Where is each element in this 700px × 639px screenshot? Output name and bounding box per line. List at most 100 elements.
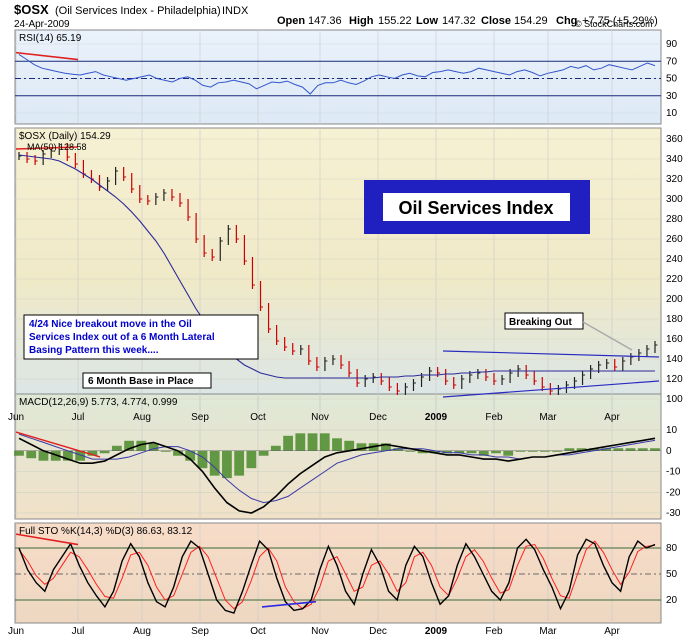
macd-histogram-bar	[637, 448, 648, 451]
macd-tick-label: -30	[666, 508, 681, 519]
base-lower-trendline	[442, 380, 660, 398]
price-tick-label: 240	[666, 254, 683, 265]
rsi-tick-label: 90	[666, 39, 678, 50]
open-label: Open	[277, 15, 305, 27]
month-label-bottom: Jun	[8, 626, 24, 637]
price-tick-label: 280	[666, 214, 683, 225]
symbol: $OSX	[14, 2, 49, 17]
macd-histogram-bar	[381, 443, 391, 451]
month-label-top: Dec	[369, 412, 387, 423]
macd-histogram-bar	[491, 450, 501, 454]
breakout-note: 4/24 Nice breakout move in the Oil Servi…	[23, 314, 259, 360]
macd-histogram-bar	[87, 450, 98, 456]
macd-histogram-bar	[515, 450, 526, 452]
month-label-bottom: 2009	[425, 626, 448, 637]
stoch-divergence-red	[15, 533, 79, 546]
macd-histogram-bar	[197, 450, 208, 469]
macd-histogram-bar	[14, 450, 24, 456]
macd-histogram-bar	[527, 450, 538, 452]
macd-histogram-bar	[417, 450, 428, 454]
note-line-2: Services Index out of a 6 Month Lateral	[29, 332, 215, 343]
chg-value: +7.75 (+5.29%)	[582, 15, 658, 27]
header-date: 24-Apr-2009	[14, 19, 70, 30]
stoch-series	[15, 533, 656, 614]
stoch-k-line	[18, 538, 656, 614]
macd-histogram-bar	[75, 450, 86, 461]
macd-histogram-bar	[185, 450, 196, 461]
note-line-3: Basing Pattern this week....	[29, 345, 159, 356]
price-tick-label: 340	[666, 154, 683, 165]
banner-text: Oil Services Index	[398, 198, 553, 218]
macd-histogram-bar	[136, 440, 147, 451]
rsi-series	[15, 51, 656, 95]
month-label-top: Nov	[311, 412, 329, 423]
low-label: Low	[416, 15, 438, 27]
month-label-bottom: Aug	[133, 626, 151, 637]
base-label: 6 Month Base in Place	[88, 376, 194, 387]
description: (Oil Services Index - Philadelphia)	[55, 5, 221, 17]
price-tick-label: 220	[666, 274, 683, 285]
stoch-panel	[14, 522, 662, 624]
macd-histogram-bar	[466, 450, 477, 454]
low-value: 147.32	[442, 15, 476, 27]
month-label-bottom: Nov	[311, 626, 329, 637]
macd-histogram-bar	[307, 433, 318, 451]
macd-histogram-bar	[442, 450, 452, 454]
price-tick-label: 300	[666, 194, 683, 205]
macd-histogram-bar	[209, 450, 220, 476]
macd-histogram-bar	[258, 450, 269, 456]
axis-labels: Jun Jun Jul Jul Aug Aug Sep Sep Oct Oct Nov Nov Dec D…	[8, 39, 683, 637]
macd-histogram-bar	[332, 438, 342, 451]
macd-histogram-bar	[246, 450, 257, 469]
macd-tick-label: 0	[666, 446, 672, 457]
price-title: $OSX (Daily) 154.29	[19, 131, 111, 142]
exchange: INDX	[222, 5, 249, 17]
month-label-bottom: Oct	[250, 626, 266, 637]
stoch-tick-label: 50	[666, 569, 678, 580]
macd-histogram-bar	[625, 448, 636, 451]
macd-histogram-bar	[270, 445, 281, 451]
watermark: © StockCharts.com	[575, 19, 653, 29]
macd-tick-label: 10	[666, 425, 678, 436]
stoch-d-line	[18, 540, 656, 610]
price-tick-label: 100	[666, 394, 683, 405]
macd-histogram-bar	[173, 450, 183, 456]
macd-histogram-bar	[111, 445, 122, 451]
base-upper-trendline	[442, 350, 660, 358]
macd-histogram-bar	[393, 448, 404, 451]
month-label-bottom: Jul	[72, 626, 85, 637]
month-label-bottom: Dec	[369, 626, 387, 637]
month-label-top: 2009	[425, 412, 448, 423]
note-line-1: 4/24 Nice breakout move in the Oil	[29, 319, 192, 330]
rsi-line	[18, 53, 656, 95]
macd-histogram-bar	[26, 450, 37, 459]
macd-histogram-bar	[160, 450, 171, 452]
macd-histogram-bar	[588, 448, 599, 451]
price-tick-label: 260	[666, 234, 683, 245]
breakout-pointer	[582, 321, 633, 351]
grid-lines	[15, 30, 661, 623]
macd-histogram-bar	[124, 440, 134, 451]
macd-panel	[14, 393, 662, 520]
price-panel	[14, 127, 662, 411]
macd-histogram-bar	[99, 450, 110, 454]
breakout-label: Breaking Out	[509, 317, 572, 328]
rsi-title: RSI(14) 65.19	[19, 33, 82, 44]
month-label-top: Jul	[72, 412, 85, 423]
macd-histogram-bar	[222, 450, 232, 479]
macd-line	[18, 437, 656, 514]
macd-histogram-bar	[283, 435, 293, 451]
macd-histogram-bar	[503, 450, 514, 456]
high-value: 155.22	[378, 15, 412, 27]
close-value: 154.29	[514, 15, 548, 27]
macd-histogram-bar	[356, 443, 367, 451]
macd-histogram-bar	[63, 450, 73, 461]
macd-tick-label: -10	[666, 467, 681, 478]
macd-histogram-bar	[148, 443, 159, 451]
macd-histogram-bar	[576, 448, 587, 451]
breakout-callout: Breaking Out	[504, 312, 633, 351]
macd-series	[14, 431, 661, 514]
price-tick-label: 160	[666, 334, 683, 345]
high-label: High	[349, 15, 374, 27]
